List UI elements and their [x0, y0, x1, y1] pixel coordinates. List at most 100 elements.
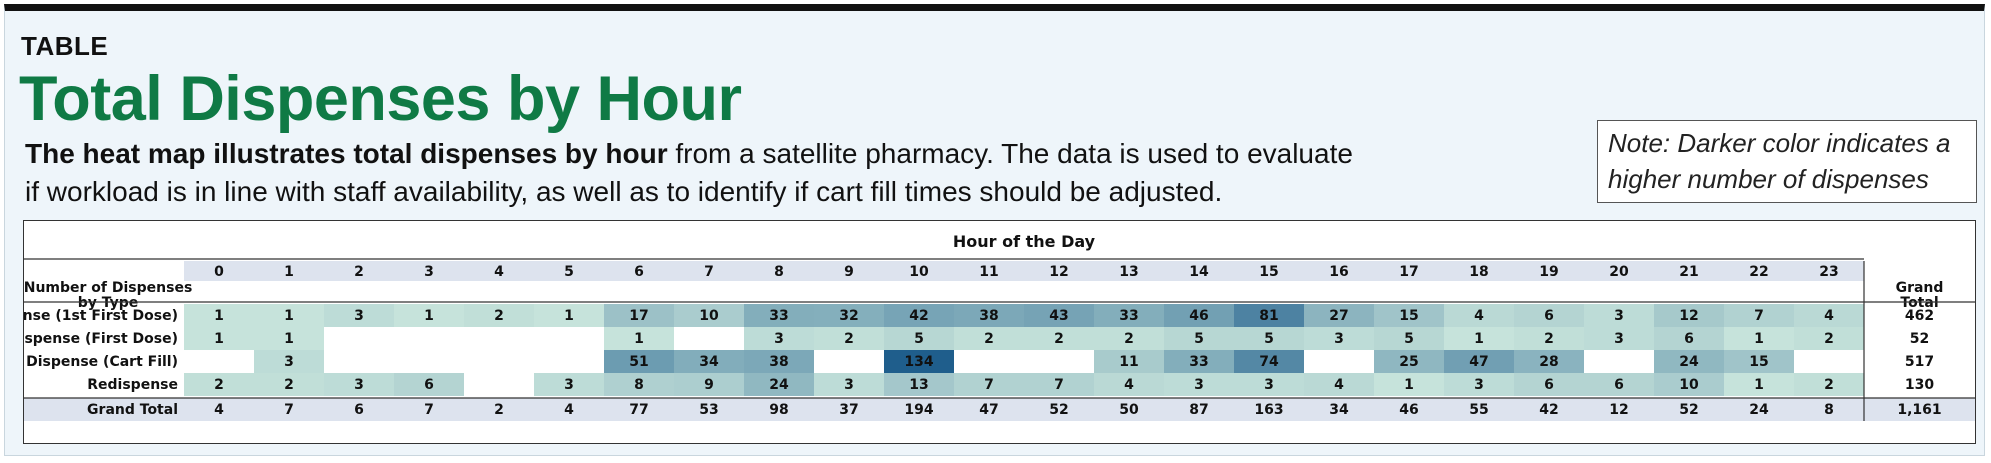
- grand-total-label: Grand Total: [87, 402, 178, 418]
- cell-value: 46: [1189, 308, 1208, 324]
- cell-value: 33: [1189, 354, 1208, 370]
- heatmap-cell: [1724, 304, 1794, 327]
- cell-value: 28: [1539, 354, 1558, 370]
- cell-value: 10: [1679, 377, 1699, 393]
- heatmap-cell: [604, 327, 674, 350]
- cell-value: 3: [1614, 308, 1624, 324]
- cell-value: 134: [904, 354, 933, 370]
- cell-value: 38: [769, 354, 788, 370]
- heatmap-cell: [254, 373, 324, 396]
- row-total: 52: [1910, 331, 1929, 347]
- grand-total-value: 34: [1329, 402, 1349, 418]
- heatmap-cell: [1724, 373, 1794, 396]
- cell-value: 6: [1544, 308, 1554, 324]
- heatmap-cell: [1794, 304, 1864, 327]
- heatmap-cell: [814, 304, 884, 327]
- heatmap-cell: [1654, 327, 1724, 350]
- heatmap-cell: [954, 304, 1024, 327]
- column-label: 7: [704, 264, 714, 280]
- heatmap-cell: [674, 373, 744, 396]
- row-total: 462: [1905, 308, 1934, 324]
- heatmap-cell: [1584, 327, 1654, 350]
- grand-total-value: 52: [1049, 402, 1068, 418]
- cell-value: 81: [1259, 308, 1278, 324]
- heatmap-cell: [1164, 350, 1234, 373]
- note-line-1: Note: Darker color indicates a: [1608, 128, 1951, 158]
- heatmap-cell: [604, 304, 674, 327]
- cell-value: 13: [909, 377, 928, 393]
- cell-value: 3: [1614, 331, 1624, 347]
- heatmap-cell: [1444, 304, 1514, 327]
- heatmap-cell: [1444, 373, 1514, 396]
- heatmap-cell: [324, 304, 394, 327]
- grand-total-value: 4: [564, 402, 574, 418]
- column-label: 16: [1329, 264, 1348, 280]
- cell-value: 2: [1124, 331, 1134, 347]
- figure-title: Total Dispenses by Hour: [19, 64, 742, 134]
- column-label: 11: [979, 264, 998, 280]
- column-label: 21: [1679, 264, 1698, 280]
- cell-value: 25: [1399, 354, 1418, 370]
- heatmap-cell: [394, 304, 464, 327]
- grand-total-value: 55: [1469, 402, 1488, 418]
- description-rest-1: from a satellite pharmacy. The data is u…: [667, 138, 1353, 169]
- heatmap-cell: [1234, 350, 1304, 373]
- grand-total-value: 7: [424, 402, 434, 418]
- cell-value: 2: [1544, 331, 1554, 347]
- heatmap-cell: [1584, 373, 1654, 396]
- cell-value: 5: [1264, 331, 1274, 347]
- heatmap-cell: [1654, 373, 1724, 396]
- heatmap-cell: [534, 304, 604, 327]
- heatmap-cell: [324, 373, 394, 396]
- heatmap-cell: [1164, 327, 1234, 350]
- column-label: 2: [354, 264, 364, 280]
- cell-value: 7: [984, 377, 994, 393]
- heatmap-cell: [1584, 304, 1654, 327]
- heatmap-cell: [1234, 304, 1304, 327]
- heatmap-cell: [1654, 350, 1724, 373]
- column-label: 23: [1819, 264, 1838, 280]
- cell-value: 4: [1124, 377, 1134, 393]
- figure-panel: TABLE Total Dispenses by Hour The heat m…: [4, 4, 1985, 456]
- cell-value: 74: [1259, 354, 1279, 370]
- heatmap-cell: [1234, 327, 1304, 350]
- grand-total-value: 2: [494, 402, 504, 418]
- heatmap-cell: [1794, 373, 1864, 396]
- kicker-label: TABLE: [21, 31, 109, 61]
- heatmap-cell: [1444, 350, 1514, 373]
- cell-value: 7: [1054, 377, 1064, 393]
- heatmap-cell: [884, 350, 954, 373]
- grand-total-value: 8: [1824, 402, 1834, 418]
- cell-value: 5: [1404, 331, 1414, 347]
- column-label: 12: [1049, 264, 1068, 280]
- grand-total-value: 4: [214, 402, 224, 418]
- cell-value: 1: [284, 331, 294, 347]
- cell-value: 5: [914, 331, 924, 347]
- cell-value: 3: [1264, 377, 1274, 393]
- cell-value: 2: [1824, 331, 1834, 347]
- heatmap-cell: [744, 350, 814, 373]
- heatmap-cell: [1724, 350, 1794, 373]
- grand-total-value: 77: [629, 402, 648, 418]
- heatmap-cell: [1374, 373, 1444, 396]
- heatmap-cell: [1304, 304, 1374, 327]
- cell-value: 4: [1334, 377, 1344, 393]
- heatmap-cell: [1094, 350, 1164, 373]
- cell-value: 3: [1334, 331, 1344, 347]
- cell-value: 3: [564, 377, 574, 393]
- grand-total-band: [24, 398, 1975, 421]
- cell-value: 3: [774, 331, 784, 347]
- note-line-2: higher number of dispenses: [1608, 164, 1929, 194]
- grand-total-value: 12: [1609, 402, 1628, 418]
- cell-value: 4: [1474, 308, 1484, 324]
- column-label: 9: [844, 264, 854, 280]
- cell-value: 47: [1469, 354, 1488, 370]
- cell-value: 34: [699, 354, 719, 370]
- grand-total-value: 50: [1119, 402, 1139, 418]
- row-label: Redispense: [87, 377, 178, 393]
- cell-value: 8: [634, 377, 644, 393]
- cell-value: 1: [214, 308, 224, 324]
- row-label: Dispense (First Dose): [24, 331, 178, 347]
- cell-value: 1: [1754, 377, 1764, 393]
